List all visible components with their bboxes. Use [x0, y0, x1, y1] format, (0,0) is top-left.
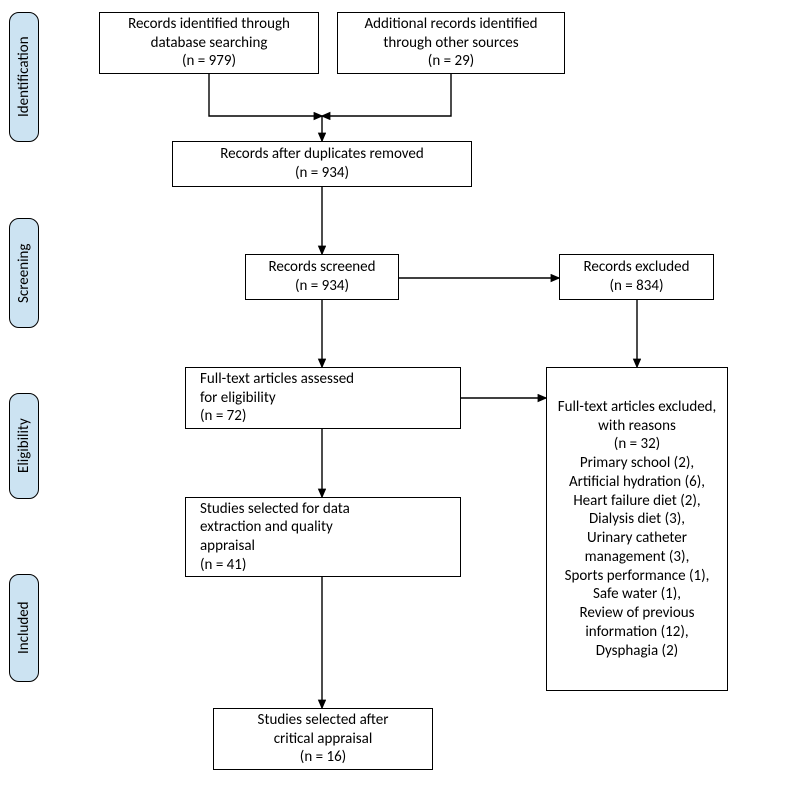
- box-after-appraisal: Studies selected after critical appraisa…: [213, 708, 433, 770]
- stage-label: Screening: [15, 243, 33, 302]
- stage-eligibility: Eligibility: [9, 393, 39, 499]
- box-records-excluded: Records excluded (n = 834): [559, 254, 714, 300]
- text-line: Additional records identified: [364, 15, 537, 34]
- text-line: critical appraisal: [274, 730, 373, 749]
- text-line: extraction and quality: [200, 518, 333, 537]
- text-line: with reasons: [598, 417, 676, 436]
- reason-line: Artificial hydration (6),: [565, 473, 710, 492]
- text-line: through other sources: [383, 34, 518, 53]
- text-line: Full-text articles assessed: [200, 370, 354, 389]
- text-line: Records identified through: [128, 15, 290, 34]
- stage-included: Included: [9, 574, 39, 682]
- box-other-sources: Additional records identified through ot…: [337, 12, 565, 74]
- text-line: database searching: [151, 34, 268, 53]
- stage-screening: Screening: [9, 218, 39, 328]
- text-line: Studies selected after: [258, 711, 389, 730]
- box-after-duplicates: Records after duplicates removed (n = 93…: [172, 141, 472, 187]
- text-line: Full-text articles excluded,: [558, 398, 717, 417]
- reason-line: Dysphagia (2): [565, 642, 710, 661]
- reason-line: information (12),: [565, 623, 710, 642]
- text-line: (n = 72): [200, 407, 246, 426]
- reason-line: Urinary catheter: [565, 529, 710, 548]
- stage-label: Included: [15, 602, 33, 655]
- text-line: (n = 934): [295, 164, 349, 183]
- reason-line: Heart failure diet (2),: [565, 492, 710, 511]
- stage-label: Eligibility: [15, 419, 33, 474]
- box-records-screened: Records screened (n = 934): [245, 254, 399, 300]
- box-fulltext-assessed: Full-text articles assessed for eligibil…: [185, 367, 461, 429]
- reasons-list: Primary school (2),Artificial hydration …: [565, 454, 710, 660]
- text-line: (n = 41): [200, 556, 246, 575]
- stage-label: Identification: [15, 37, 33, 118]
- box-excluded-reasons: Full-text articles excluded, with reason…: [546, 367, 728, 691]
- reason-line: Primary school (2),: [565, 454, 710, 473]
- box-selected-for-extraction: Studies selected for data extraction and…: [185, 497, 461, 577]
- text-line: (n = 979): [182, 52, 236, 71]
- text-line: Records excluded: [584, 258, 690, 277]
- box-db-search: Records identified through database sear…: [99, 12, 319, 74]
- reason-line: management (3),: [565, 548, 710, 567]
- text-line: Records after duplicates removed: [220, 145, 424, 164]
- text-line: (n = 29): [428, 52, 474, 71]
- text-line: Records screened: [268, 258, 375, 277]
- text-line: (n = 16): [300, 748, 346, 767]
- reason-line: Dialysis diet (3),: [565, 510, 710, 529]
- text-line: (n = 934): [295, 277, 349, 296]
- reason-line: Sports performance (1),: [565, 567, 710, 586]
- stage-identification: Identification: [9, 12, 39, 142]
- reason-line: Review of previous: [565, 604, 710, 623]
- text-line: for eligibility: [200, 389, 276, 408]
- text-line: (n = 834): [609, 277, 663, 296]
- text-line: appraisal: [200, 537, 255, 556]
- text-line: Studies selected for data: [200, 500, 350, 519]
- reason-line: Safe water (1),: [565, 585, 710, 604]
- text-line: (n = 32): [614, 435, 660, 454]
